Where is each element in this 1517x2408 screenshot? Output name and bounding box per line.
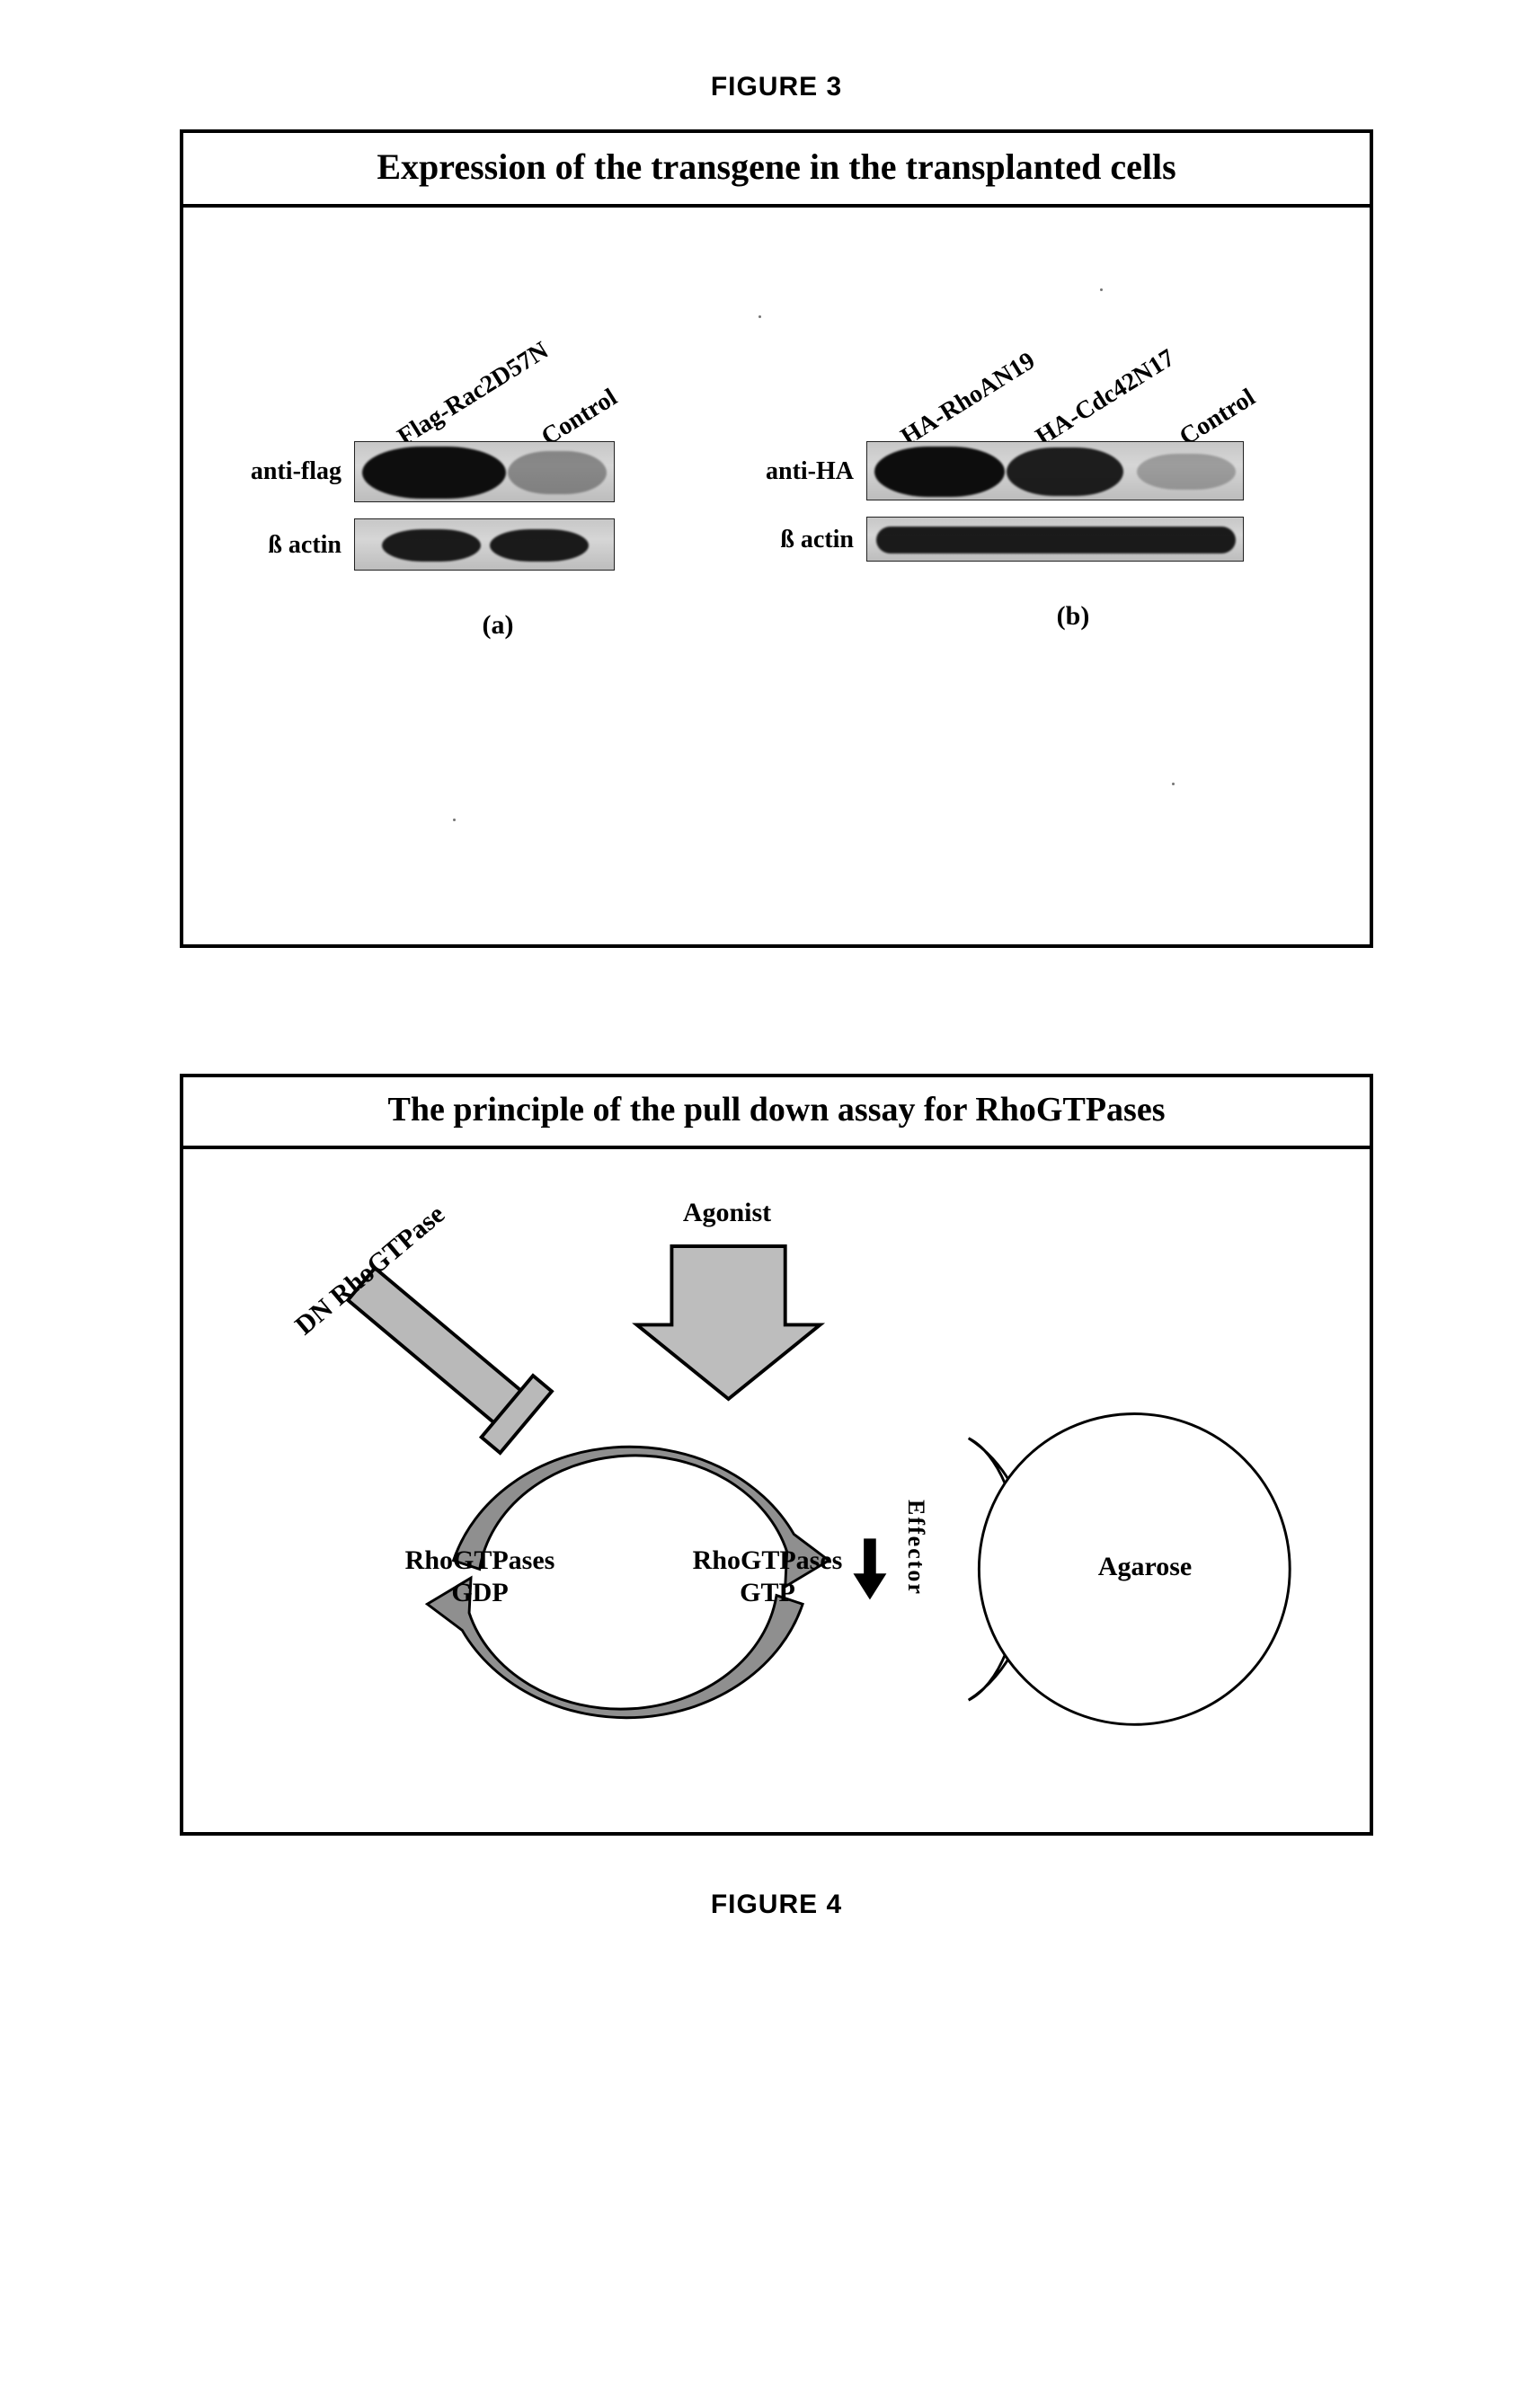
figure-3-caption: FIGURE 3 — [180, 72, 1373, 102]
panel-a-sublabel: (a) — [354, 610, 642, 641]
gtp-line1: RhoGTPases — [693, 1545, 843, 1575]
speck — [1172, 783, 1175, 785]
band — [508, 451, 607, 494]
effector-label: Effector — [902, 1500, 929, 1596]
figure-4-body: DN RhoGTPase Agonist RhoGTPases GDP RhoG… — [183, 1149, 1370, 1832]
panel-b-lane-1-label: HA-RhoAN19 — [896, 347, 1041, 452]
figure-4-title: The principle of the pull down assay for… — [388, 1091, 1166, 1129]
panel-b: HA-RhoAN19 HA-Cdc42N17 Control anti-HA ß… — [866, 441, 1280, 632]
band — [1007, 447, 1123, 496]
panel-b-lane-2-label: HA-Cdc42N17 — [1031, 344, 1180, 452]
speck — [453, 819, 456, 821]
panel-a-antiflag-strip — [354, 441, 615, 502]
panel-b-sublabel: (b) — [866, 601, 1280, 632]
figure-3-body: Flag-Rac2D57N Control anti-flag ß actin — [183, 208, 1370, 944]
panel-b-actin-strip — [866, 517, 1244, 562]
panel-b-antiha-strip — [866, 441, 1244, 500]
figure-3-panel: Expression of the transgene in the trans… — [180, 129, 1373, 948]
band — [874, 447, 1005, 497]
gtp-label: RhoGTPases GTP — [660, 1545, 875, 1609]
band — [490, 529, 589, 562]
figure-3-title: Expression of the transgene in the trans… — [377, 146, 1175, 187]
band — [1137, 454, 1236, 490]
agonist-label: Agonist — [642, 1198, 812, 1228]
agarose-label: Agarose — [1055, 1552, 1235, 1582]
gtp-line2: GTP — [740, 1578, 795, 1607]
figure-4-caption: FIGURE 4 — [180, 1890, 1373, 1920]
panel-a-actin-strip — [354, 518, 615, 571]
band — [876, 527, 1236, 553]
panel-b-row2-label: ß actin — [780, 526, 854, 554]
band — [362, 447, 506, 499]
panel-a-row1-label: anti-flag — [251, 457, 342, 486]
figure-4-panel: The principle of the pull down assay for… — [180, 1074, 1373, 1836]
speck — [1100, 288, 1103, 291]
gdp-line2: GDP — [451, 1578, 508, 1607]
gdp-label: RhoGTPases GDP — [372, 1545, 588, 1609]
figure-4-svg — [237, 1185, 1316, 1796]
speck — [758, 315, 761, 318]
agonist-arrow — [637, 1246, 821, 1399]
panel-a-row2-label: ß actin — [268, 531, 342, 560]
band — [382, 529, 481, 562]
panel-b-row1-label: anti-HA — [766, 457, 854, 486]
figure-4-diagram: DN RhoGTPase Agonist RhoGTPases GDP RhoG… — [237, 1185, 1316, 1796]
panel-a-lane-1-label: Flag-Rac2D57N — [393, 336, 554, 452]
panel-a: Flag-Rac2D57N Control anti-flag ß actin — [354, 441, 642, 641]
gdp-line1: RhoGTPases — [405, 1545, 555, 1575]
